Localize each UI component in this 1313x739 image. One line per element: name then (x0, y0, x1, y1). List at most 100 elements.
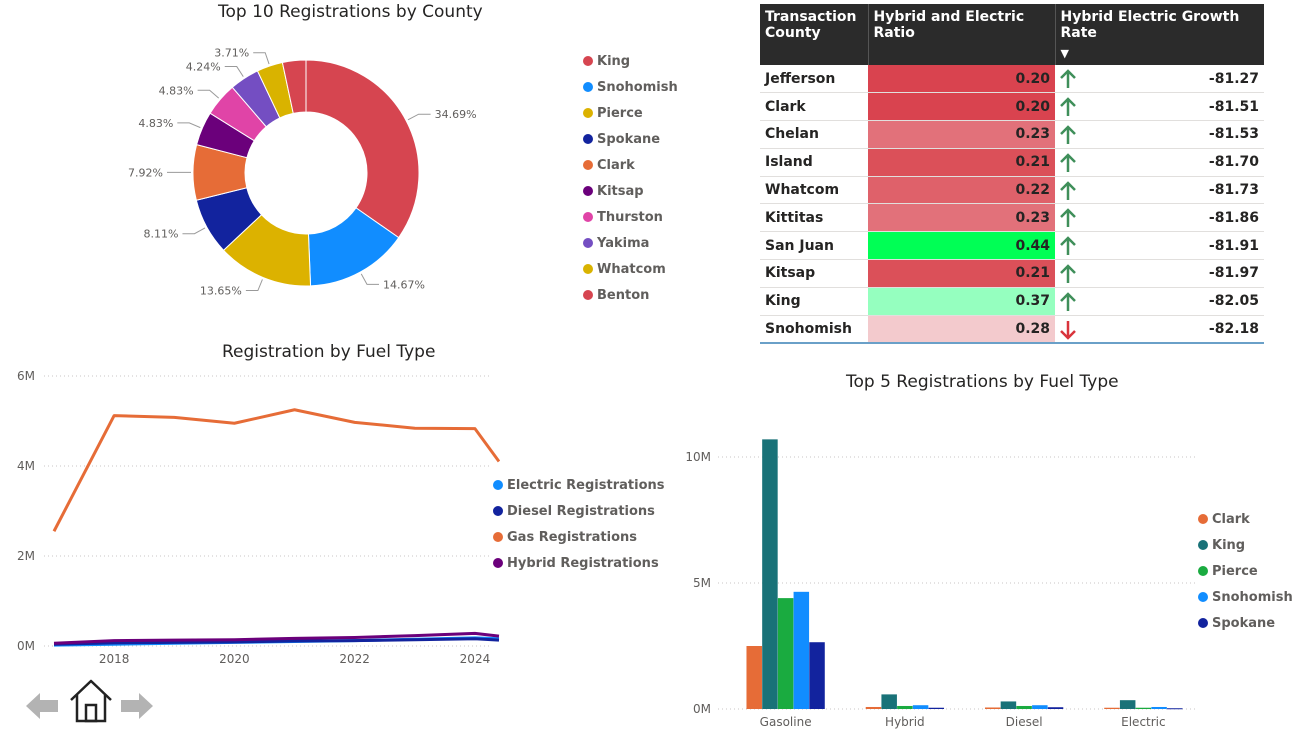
sort-desc-icon[interactable]: ▼ (1060, 47, 1069, 60)
y-tick-label: 0M (17, 639, 35, 653)
legend-label: Kitsap (597, 183, 644, 199)
bar[interactable] (1104, 707, 1120, 709)
donut-legend-item[interactable]: Spokane (583, 126, 678, 152)
legend-swatch (583, 82, 593, 92)
growth-cell: -81.86 (1055, 203, 1264, 233)
donut-legend-item[interactable]: Benton (583, 282, 678, 308)
donut-legend-item[interactable]: Yakima (583, 230, 678, 256)
county-cell: San Juan (760, 231, 868, 261)
fuel-legend-item[interactable]: Hybrid Registrations (493, 550, 665, 576)
y-tick-label: 2M (17, 549, 35, 563)
county-cell: Whatcom (760, 176, 868, 205)
ratio-cell: 0.37 (868, 287, 1055, 316)
bar[interactable] (928, 707, 945, 709)
bar[interactable] (912, 705, 929, 709)
ratio-cell: 0.44 (868, 231, 1055, 261)
growth-value: -81.86 (1208, 209, 1259, 226)
growth-cell: -81.91 (1055, 231, 1264, 261)
table-row[interactable]: Island 0.21 -81.70 (760, 148, 1264, 177)
growth-cell: -81.97 (1055, 259, 1264, 288)
table-row[interactable]: Whatcom 0.22 -81.73 (760, 176, 1264, 205)
arrow-right-icon[interactable] (119, 690, 155, 722)
bar[interactable] (1151, 706, 1167, 709)
donut-title: Top 10 Registrations by County (218, 2, 483, 22)
bar[interactable] (1000, 701, 1017, 709)
bar-legend-item[interactable]: Spokane (1198, 610, 1293, 636)
legend-label: Whatcom (597, 261, 666, 277)
donut-legend-item[interactable]: King (583, 48, 678, 74)
bar[interactable] (897, 705, 913, 709)
fuel-legend-item[interactable]: Diesel Registrations (493, 498, 665, 524)
table-row[interactable]: Chelan 0.23 -81.53 (760, 120, 1264, 149)
header-growth[interactable]: Hybrid Electric Growth Rate ▼ (1055, 4, 1264, 65)
bar-legend-item[interactable]: Snohomish (1198, 584, 1293, 610)
bar-legend-item[interactable]: Pierce (1198, 558, 1293, 584)
growth-value: -81.53 (1208, 126, 1259, 143)
series-line[interactable] (53, 637, 500, 646)
table-row[interactable]: Jefferson 0.20 -81.27 (760, 65, 1264, 94)
table-row[interactable]: King 0.37 -82.05 (760, 287, 1264, 316)
bar[interactable] (1016, 705, 1032, 709)
legend-label: Snohomish (1212, 589, 1293, 605)
bar[interactable] (1032, 705, 1048, 709)
donut-legend-item[interactable]: Snohomish (583, 74, 678, 100)
growth-value: -81.91 (1208, 237, 1259, 254)
bar[interactable] (809, 642, 825, 709)
fuel-legend-item[interactable]: Electric Registrations (493, 472, 665, 498)
table-row[interactable]: San Juan 0.44 -81.91 (760, 231, 1264, 261)
table-row[interactable]: Snohomish 0.28 -82.18 (760, 315, 1264, 344)
bar[interactable] (865, 706, 882, 709)
series-line[interactable] (53, 631, 500, 645)
county-cell: Kittitas (760, 203, 868, 233)
donut-legend-item[interactable]: Clark (583, 152, 678, 178)
fuel-legend-item[interactable]: Gas Registrations (493, 524, 665, 550)
arrow-up-icon (1060, 153, 1076, 172)
bar[interactable] (793, 591, 810, 709)
header-county[interactable]: Transaction County (760, 4, 869, 65)
legend-swatch (1198, 514, 1208, 524)
arrow-up-icon (1060, 180, 1076, 200)
bar[interactable] (1167, 708, 1183, 710)
ratio-cell: 0.22 (868, 176, 1055, 205)
bar-legend-item[interactable]: Clark (1198, 506, 1293, 532)
header-ratio[interactable]: Hybrid and Electric Ratio (868, 4, 1056, 65)
bar[interactable] (746, 646, 762, 709)
series-line[interactable] (52, 408, 500, 532)
donut-slice[interactable] (281, 59, 307, 114)
ratio-cell: 0.21 (868, 148, 1055, 177)
donut-leader-line (197, 89, 220, 99)
donut-legend-item[interactable]: Whatcom (583, 256, 678, 282)
legend-label: Spokane (1212, 615, 1276, 631)
table-row[interactable]: Clark 0.20 -81.51 (760, 92, 1264, 122)
growth-value: -81.73 (1208, 182, 1259, 199)
donut-legend-item[interactable]: Thurston (583, 204, 678, 230)
legend-label: Pierce (597, 105, 643, 121)
growth-cell: -81.27 (1055, 65, 1264, 94)
bar[interactable] (777, 598, 794, 709)
ratio-cell: 0.28 (868, 315, 1055, 344)
donut-legend: King Snohomish Pierce Spokane Clark Kitsap Thu… (583, 48, 678, 308)
bar[interactable] (881, 694, 897, 709)
table-row[interactable]: Kittitas 0.23 -81.86 (760, 203, 1264, 233)
county-cell: Island (760, 148, 868, 177)
donut-slice[interactable] (305, 59, 420, 239)
bar-chart-title: Top 5 Registrations by Fuel Type (846, 372, 1119, 392)
bar[interactable] (984, 707, 1001, 709)
legend-swatch (583, 238, 593, 248)
bar-legend-item[interactable]: King (1198, 532, 1293, 558)
donut-legend-item[interactable]: Kitsap (583, 178, 678, 204)
legend-label: Pierce (1212, 563, 1258, 579)
y-tick-label: 5M (693, 576, 711, 590)
growth-cell: -81.70 (1055, 148, 1264, 177)
ratio-cell: 0.20 (868, 92, 1055, 122)
legend-label: Benton (597, 287, 650, 303)
bar[interactable] (1047, 707, 1064, 709)
home-icon[interactable] (68, 678, 114, 724)
table-row[interactable]: Kitsap 0.21 -81.97 (760, 259, 1264, 288)
bar[interactable] (1119, 700, 1136, 709)
county-cell: Clark (760, 92, 868, 122)
donut-legend-item[interactable]: Pierce (583, 100, 678, 126)
bar[interactable] (1135, 707, 1152, 709)
bar[interactable] (762, 439, 778, 709)
arrow-left-icon[interactable] (24, 690, 60, 722)
